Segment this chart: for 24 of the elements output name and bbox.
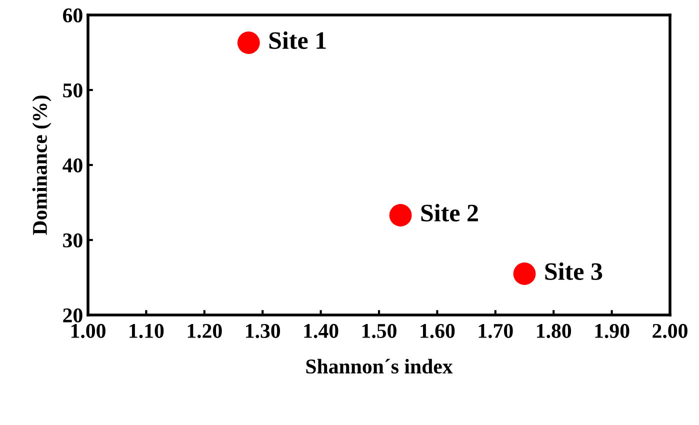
x-axis-title: Shannon´s index (306, 358, 453, 374)
y-tick-label: 40 (62, 158, 82, 172)
x-tick-label: 1.60 (420, 324, 455, 338)
y-axis-title: Dominance (%) (32, 96, 52, 235)
y-tick-label: 30 (63, 233, 82, 248)
x-tick-label: 2.00 (652, 324, 688, 338)
point (513, 262, 536, 285)
x-tick-label: 1.70 (478, 324, 513, 338)
annotation: Site 1 (269, 31, 326, 50)
y-tick-label: 20 (63, 308, 82, 322)
x-tick-label: 1.30 (246, 324, 280, 338)
x-tick-label: 1.80 (537, 324, 572, 338)
point (237, 32, 260, 54)
x-tick-label: 1.00 (71, 324, 106, 338)
x-tick-label: 1.90 (595, 324, 630, 338)
x-tick-label: 1.20 (188, 324, 222, 338)
y-tick-label: 60 (63, 8, 82, 22)
y-tick-label: 50 (63, 83, 82, 98)
x-tick-label: 1.10 (130, 324, 164, 338)
annotation: Site 3 (545, 262, 602, 280)
x-tick-label: 1.50 (362, 324, 396, 338)
annotation: Site 2 (421, 204, 478, 222)
x-tick-label: 1.40 (304, 324, 338, 338)
point (389, 204, 412, 226)
